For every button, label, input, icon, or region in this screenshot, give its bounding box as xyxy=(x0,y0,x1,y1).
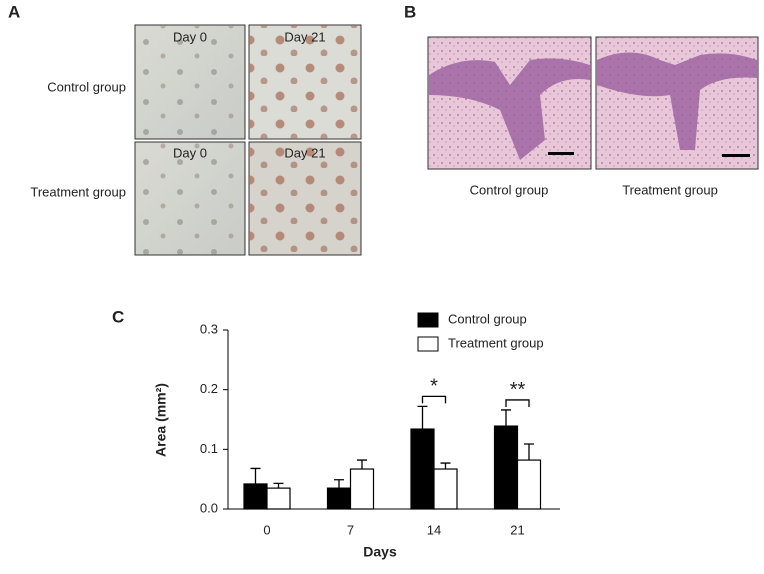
significance-label: * xyxy=(430,376,438,398)
bar xyxy=(516,459,542,510)
error-bar xyxy=(524,443,534,461)
panel-label: C xyxy=(112,307,124,326)
legend-label: Control group xyxy=(448,311,527,326)
bar xyxy=(349,468,375,510)
x-axis-label: Days xyxy=(363,544,397,560)
image-label: Day 21 xyxy=(284,29,325,44)
significance-label: ** xyxy=(510,379,526,401)
x-tick-label: 0 xyxy=(263,522,270,537)
x-tick-label: 21 xyxy=(510,522,524,537)
image-label: Control group xyxy=(470,182,549,197)
panel-b-images xyxy=(427,36,759,170)
image-label: Treatment group xyxy=(622,182,718,197)
error-bar xyxy=(440,462,451,470)
y-tick-label: 0.2 xyxy=(200,381,218,396)
error-bar xyxy=(250,467,261,484)
bar xyxy=(243,483,268,510)
x-tick-label: 14 xyxy=(427,522,441,537)
error-bar xyxy=(357,459,367,470)
panel-label: B xyxy=(404,2,416,21)
bar xyxy=(266,487,291,510)
image-label: Day 0 xyxy=(173,145,207,160)
row-label: Treatment group xyxy=(30,184,126,199)
significance-bracket xyxy=(505,399,530,407)
significance-bracket xyxy=(421,395,447,404)
image-label: Day 0 xyxy=(173,29,207,44)
panel-a-images xyxy=(134,24,362,256)
error-bar xyxy=(334,479,344,489)
image-label: Day 21 xyxy=(284,145,325,160)
bar xyxy=(410,428,435,510)
legend-swatch xyxy=(417,312,439,328)
panel-label: A xyxy=(8,2,20,21)
error-bar xyxy=(417,405,428,430)
bar xyxy=(493,425,519,510)
x-tick-label: 7 xyxy=(347,522,354,537)
y-tick-label: 0.3 xyxy=(200,321,218,336)
bar xyxy=(433,468,458,510)
legend-swatch xyxy=(417,336,439,352)
y-tick-label: 0.0 xyxy=(200,500,218,515)
legend-label: Treatment group xyxy=(448,335,544,350)
error-bar xyxy=(273,482,284,489)
y-axis-label: Area (mm²) xyxy=(153,383,169,457)
y-tick-label: 0.1 xyxy=(200,441,218,456)
row-label: Control group xyxy=(47,79,126,94)
bar xyxy=(326,487,352,510)
error-bar xyxy=(501,409,511,427)
